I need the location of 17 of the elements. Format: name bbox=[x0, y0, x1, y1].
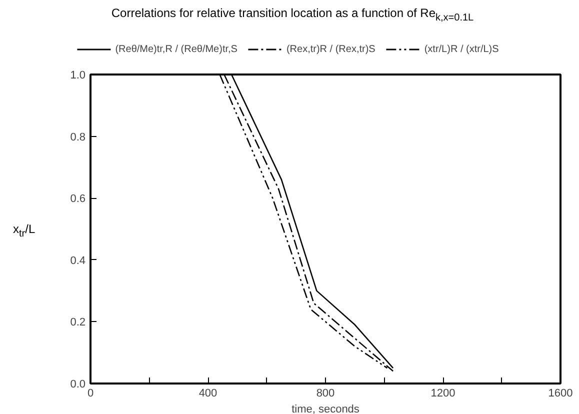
y-tick-label: 0.6 bbox=[70, 193, 86, 206]
y-axis-title: x$_{tr}$/L bbox=[13, 221, 36, 242]
y-tick-label: 0.4 bbox=[70, 254, 86, 267]
chart-title: Correlations for relative transition location as a function of Re$_{k,x=0.1L}$ bbox=[111, 5, 474, 26]
x-tick-label: 0 bbox=[87, 388, 94, 400]
x-axis-title: time, seconds bbox=[292, 404, 360, 414]
legend-label: (Reθ/Me)tr,R / (Reθ/Me)tr,S bbox=[115, 43, 238, 55]
x-tick-label: 1200 bbox=[430, 388, 456, 400]
legend-label: (xtr/L)R / (xtr/L)S bbox=[424, 43, 499, 55]
y-tick-label: 0.8 bbox=[70, 131, 86, 144]
x-tick-label: 400 bbox=[198, 388, 218, 400]
y-tick-label: 0.2 bbox=[70, 316, 86, 329]
y-tick-label: 0.0 bbox=[70, 378, 86, 390]
legend-label: (Rex,tr)R / (Rex,tr)S bbox=[286, 43, 376, 55]
x-tick-label: 800 bbox=[316, 388, 335, 400]
x-tick-label: 1600 bbox=[548, 388, 573, 400]
y-tick-label: 1.0 bbox=[70, 70, 86, 82]
